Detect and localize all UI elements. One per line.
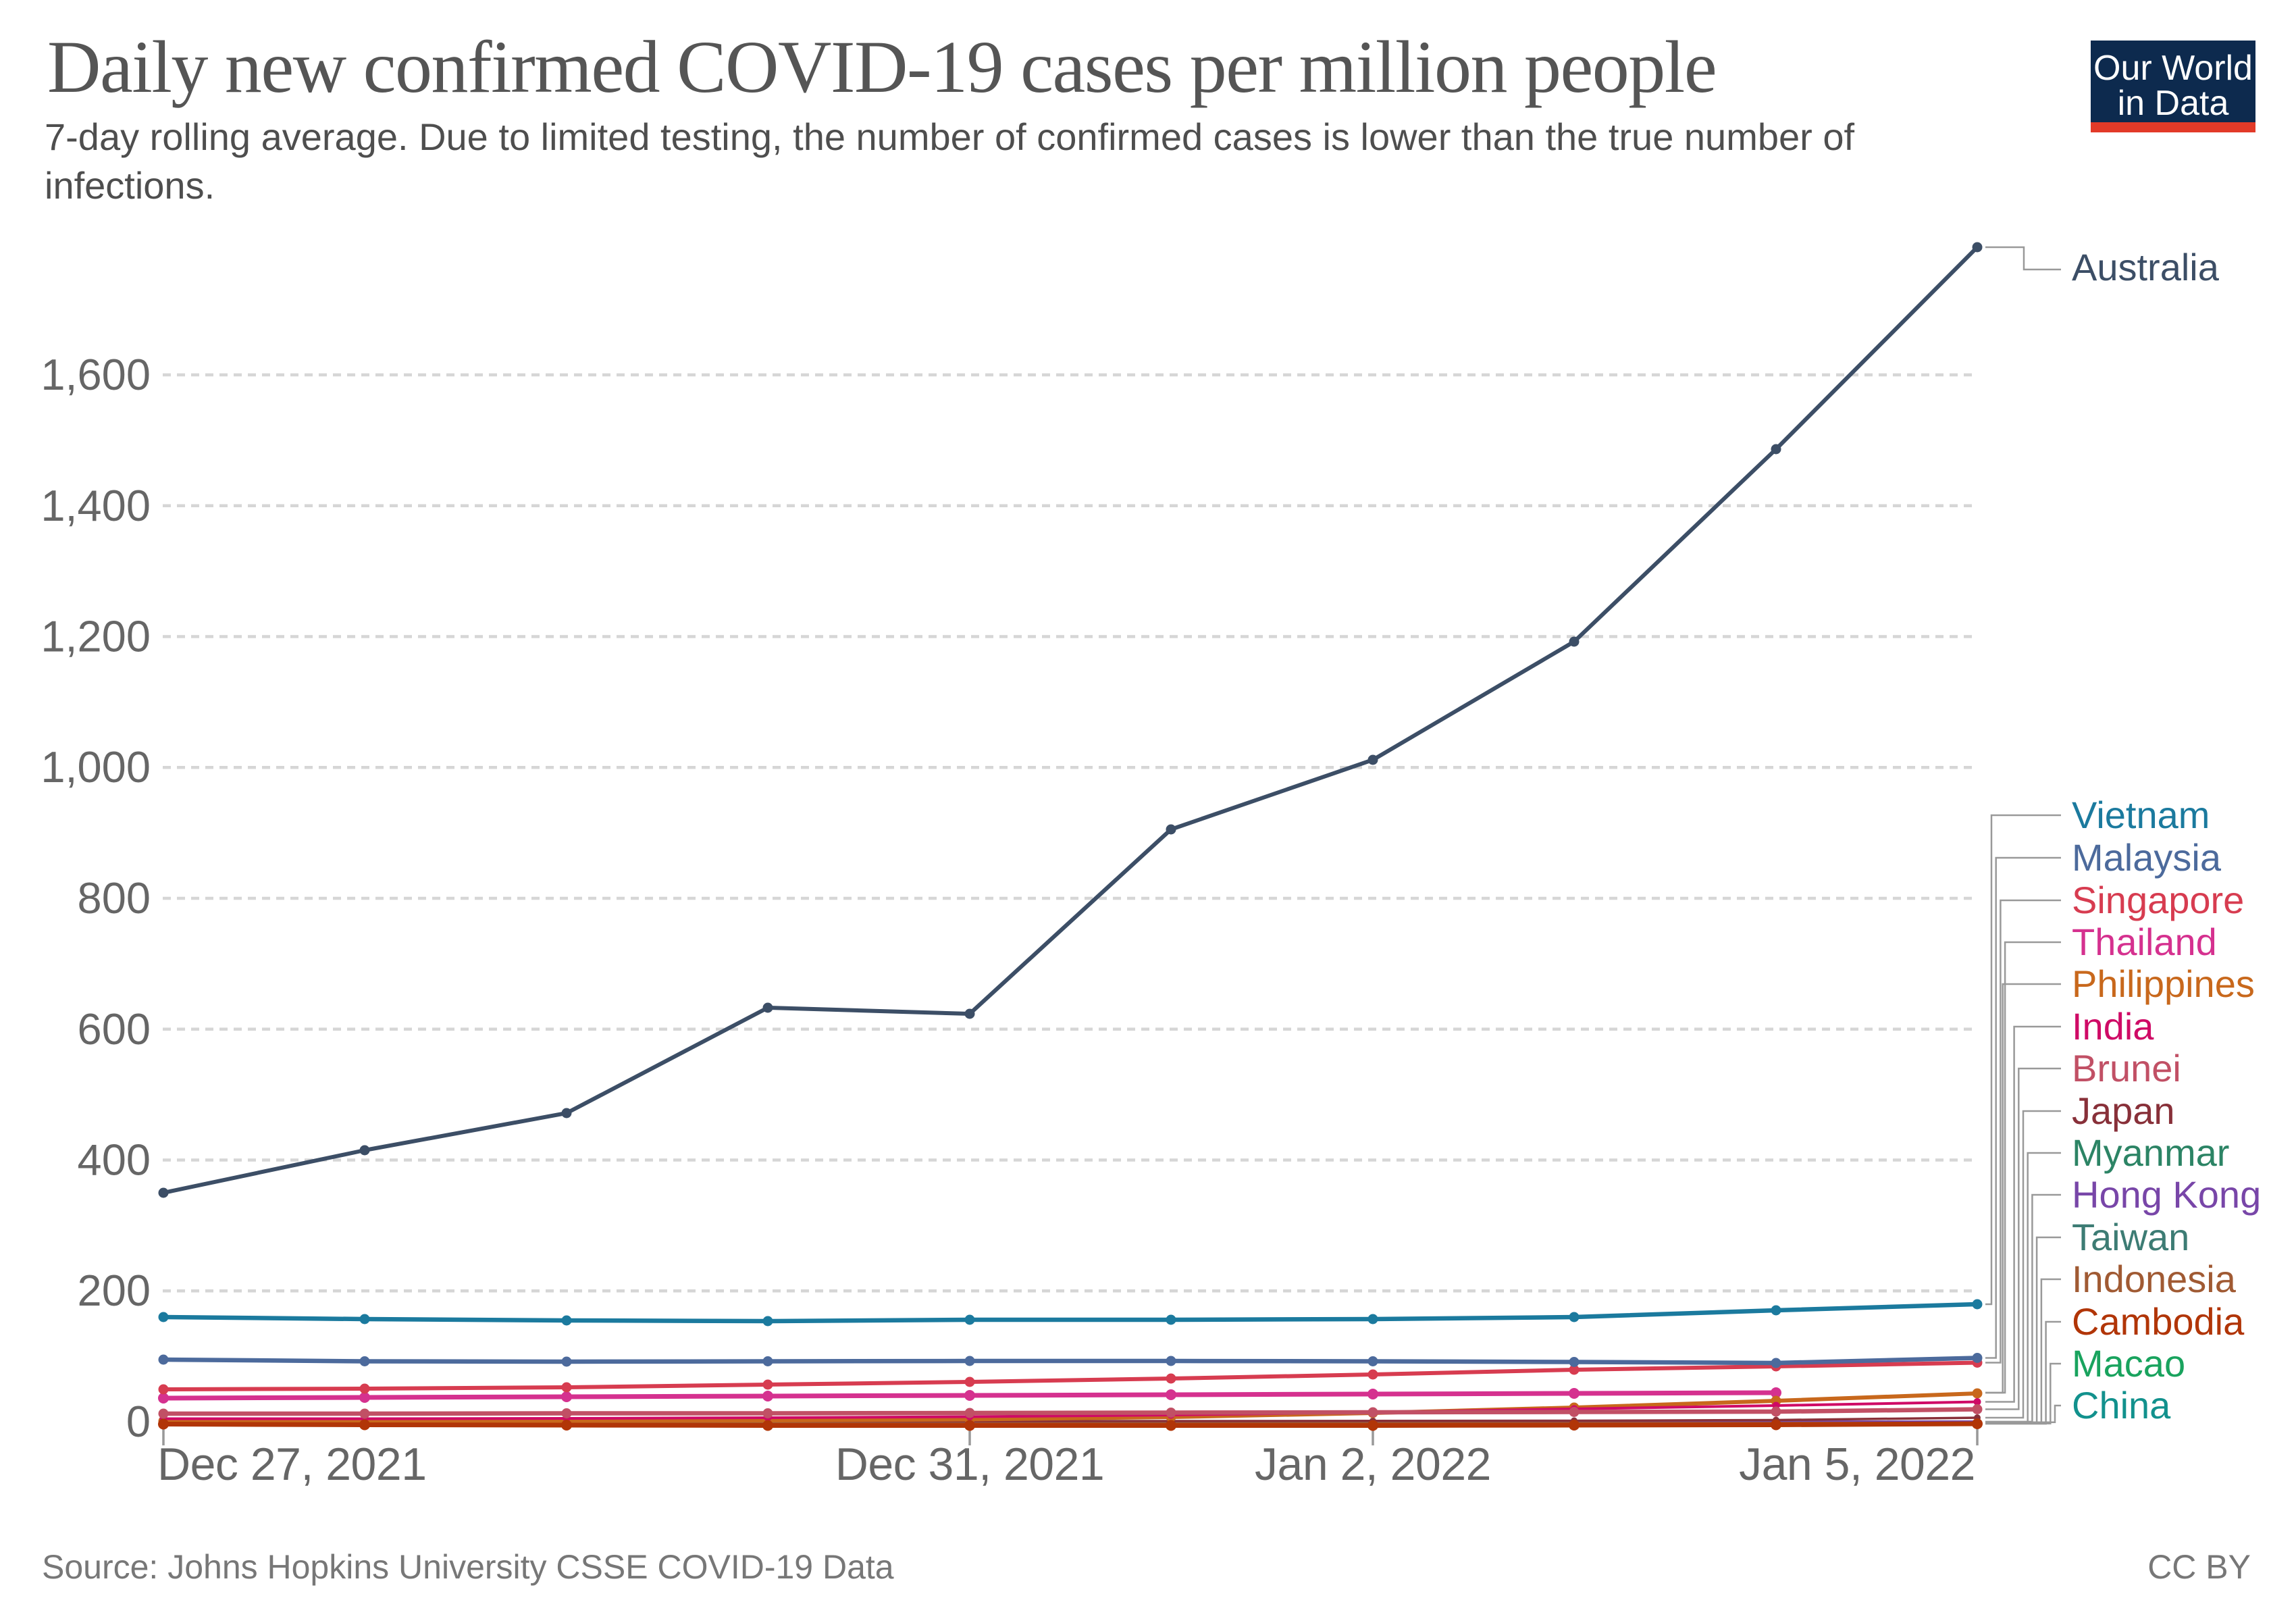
svg-text:1,400: 1,400 — [41, 481, 151, 530]
svg-text:1,200: 1,200 — [41, 612, 151, 661]
svg-text:0: 0 — [126, 1397, 151, 1446]
svg-text:in Data: in Data — [2118, 84, 2229, 123]
svg-text:Daily new confirmed COVID-19 c: Daily new confirmed COVID-19 cases per m… — [47, 26, 1716, 108]
svg-text:India: India — [2072, 1005, 2154, 1048]
svg-text:7-day rolling average. Due to: 7-day rolling average. Due to limited te… — [45, 115, 1854, 158]
svg-text:Taiwan: Taiwan — [2072, 1216, 2189, 1258]
svg-text:Japan: Japan — [2072, 1089, 2175, 1132]
svg-text:Jan 2, 2022: Jan 2, 2022 — [1255, 1439, 1491, 1490]
svg-text:Thailand: Thailand — [2072, 921, 2217, 963]
svg-text:Macao: Macao — [2072, 1342, 2185, 1385]
svg-text:Myanmar: Myanmar — [2072, 1131, 2229, 1174]
svg-text:Cambodia: Cambodia — [2072, 1300, 2245, 1343]
svg-text:400: 400 — [78, 1135, 151, 1185]
svg-text:Singapore: Singapore — [2072, 879, 2244, 921]
svg-text:600: 600 — [78, 1004, 151, 1054]
svg-text:Jan 5, 2022: Jan 5, 2022 — [1739, 1439, 1975, 1490]
svg-text:1,000: 1,000 — [41, 742, 151, 792]
svg-text:Australia: Australia — [2072, 246, 2220, 288]
svg-text:Dec 31, 2021: Dec 31, 2021 — [835, 1439, 1105, 1490]
svg-text:Our World: Our World — [2093, 49, 2253, 88]
svg-text:Brunei: Brunei — [2072, 1047, 2181, 1089]
svg-text:CC BY: CC BY — [2147, 1548, 2251, 1586]
svg-text:Indonesia: Indonesia — [2072, 1258, 2237, 1300]
svg-text:Source: Johns Hopkins Universi: Source: Johns Hopkins University CSSE CO… — [42, 1548, 894, 1586]
svg-text:Hong Kong: Hong Kong — [2072, 1173, 2261, 1216]
svg-text:Dec 27, 2021: Dec 27, 2021 — [157, 1439, 427, 1490]
svg-text:Malaysia: Malaysia — [2072, 836, 2222, 879]
svg-text:1,600: 1,600 — [41, 350, 151, 399]
svg-text:200: 200 — [78, 1266, 151, 1315]
svg-text:Philippines: Philippines — [2072, 962, 2255, 1005]
svg-text:infections.: infections. — [45, 164, 215, 207]
svg-text:China: China — [2072, 1384, 2171, 1426]
svg-text:800: 800 — [78, 873, 151, 923]
svg-text:Vietnam: Vietnam — [2072, 794, 2210, 836]
